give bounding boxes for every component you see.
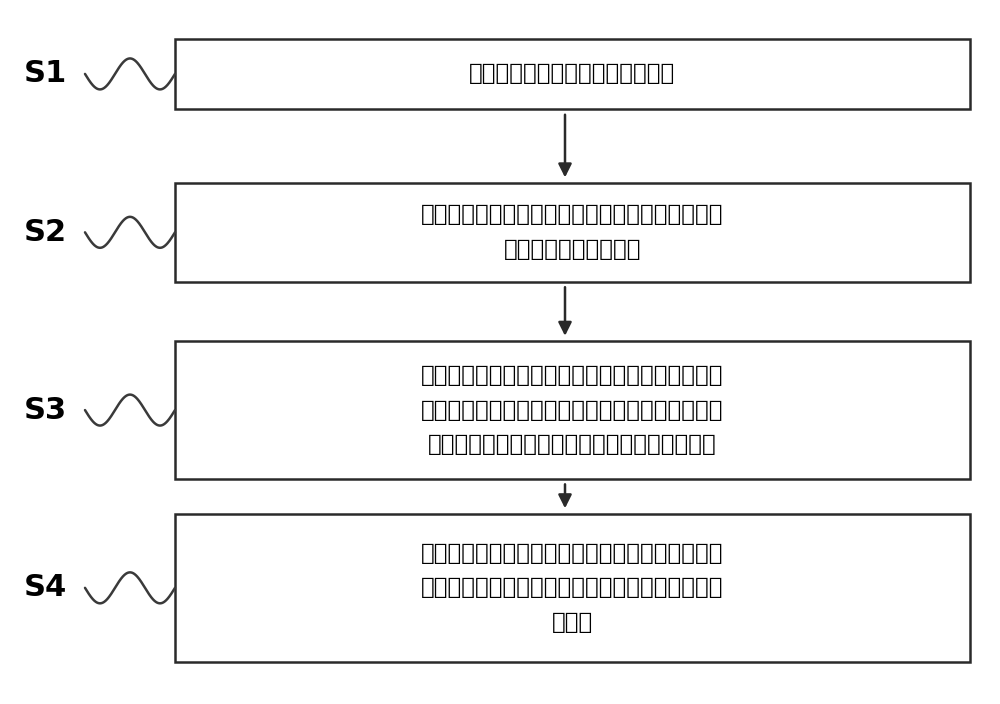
Text: S3: S3 [23,396,67,425]
Bar [175,39,970,109]
Text: 将历史雷电数据中的日期按日雷电地闪次数降序排
列，得到雷电日降序表: 将历史雷电数据中的日期按日雷电地闪次数降序排 列，得到雷电日降序表 [421,203,724,261]
Text: S1: S1 [23,59,67,89]
Bar [175,514,970,662]
Text: 从雷电日降序表中依序提取多个最强雷电日，获取
各最强雷电日中雷电发生的连续时段，利用输电线
路微气象站获取连续时段的平均风速和风向数据: 从雷电日降序表中依序提取多个最强雷电日，获取 各最强雷电日中雷电发生的连续时段，… [421,364,724,456]
Bar [175,341,970,479]
Text: S4: S4 [23,573,67,603]
Text: 获取防雷目标区域的历史雷电数据: 获取防雷目标区域的历史雷电数据 [469,63,676,85]
Text: 当至少一个最强雷电日的平均风速和风向数据满足
预设的防护启动条件时，启动防雷电绕击差异化雷
电防护: 当至少一个最强雷电日的平均风速和风向数据满足 预设的防护启动条件时，启动防雷电绕… [421,541,724,634]
Text: S2: S2 [23,218,67,247]
Bar [175,183,970,282]
